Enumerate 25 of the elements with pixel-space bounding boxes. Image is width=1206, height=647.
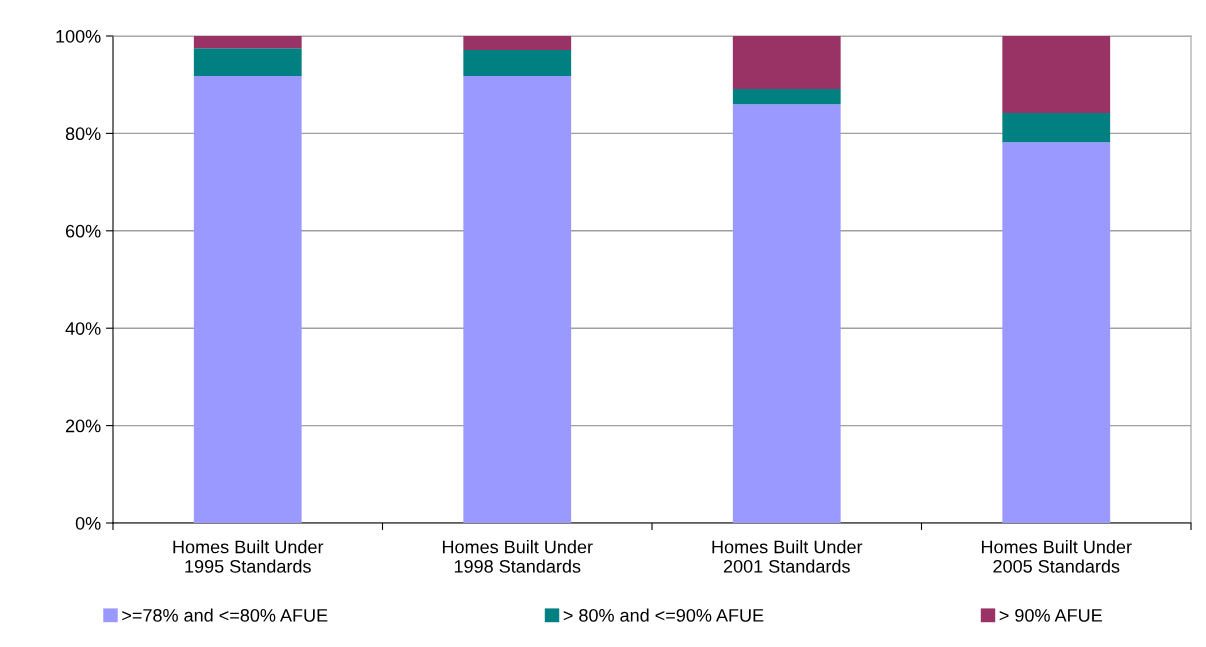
- bar: [1002, 36, 1111, 113]
- y-tick-label: 60%: [65, 224, 101, 238]
- y-tick-label: 100%: [56, 29, 101, 43]
- bar: [732, 89, 841, 105]
- bar: [1002, 142, 1111, 523]
- legend-label: > 80% and <=90% AFUE: [563, 608, 764, 622]
- bar: [193, 48, 302, 76]
- bar: [193, 75, 302, 523]
- bar: [1002, 112, 1111, 143]
- x-tick-label: Homes Built Under 2001 Standards: [712, 540, 863, 573]
- bar: [463, 50, 572, 76]
- y-tick-label: 0%: [75, 516, 101, 530]
- bar: [193, 36, 302, 49]
- legend-label: > 90% AFUE: [999, 608, 1102, 622]
- x-tick-label: Homes Built Under 1998 Standards: [442, 540, 593, 573]
- bar: [732, 36, 841, 90]
- bar: [463, 36, 572, 51]
- y-tick-label: 40%: [65, 322, 101, 335]
- bar: [732, 104, 841, 523]
- x-tick-label: Homes Built Under 1995 Standards: [173, 540, 324, 573]
- bar: [463, 75, 572, 523]
- x-tick-label: Homes Built Under 2005 Standards: [981, 540, 1132, 573]
- y-tick-label: 80%: [65, 127, 101, 141]
- legend-label: >=78% and <=80% AFUE: [122, 608, 328, 622]
- y-tick-label: 20%: [65, 419, 101, 433]
